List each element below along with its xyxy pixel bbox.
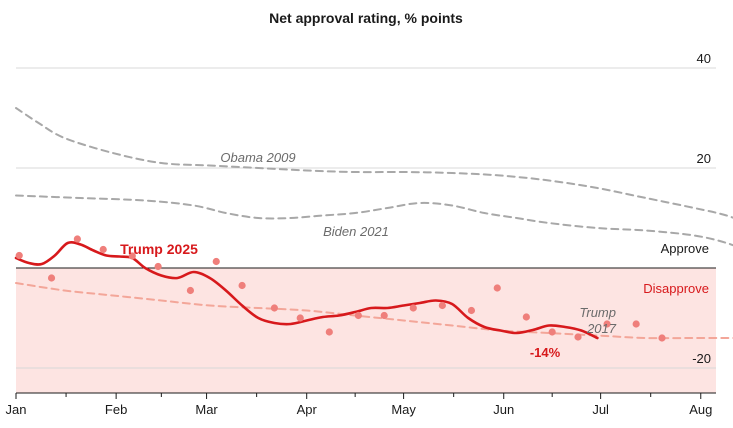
poll-point	[522, 313, 530, 321]
poll-point	[467, 306, 476, 315]
obama-2009-label: Obama 2009	[220, 150, 295, 165]
poll-point	[270, 304, 278, 312]
trump-2017-line	[15, 282, 733, 340]
labels: Obama 2009 Biden 2021 Trump 2017 Trump 2025 -…	[120, 150, 617, 360]
series-lines	[14, 107, 733, 340]
biden-2021-line	[15, 194, 733, 247]
label-line: 2017	[586, 321, 617, 336]
disapprove-label: Disapprove	[643, 281, 709, 296]
poll-point	[493, 284, 501, 292]
x-tick-label: Apr	[297, 402, 318, 417]
month-ticks: Jan Feb Mar Apr May Jun Jul Aug	[6, 392, 716, 417]
poll-point	[238, 281, 246, 290]
x-tick-label: Aug	[689, 402, 712, 417]
obama-2009-line	[15, 107, 733, 219]
poll-point	[548, 328, 556, 336]
x-tick-label: Jul	[592, 402, 609, 417]
poll-point	[603, 320, 611, 328]
poll-point	[658, 334, 666, 342]
poll-point	[73, 235, 81, 243]
poll-point	[154, 262, 162, 271]
x-tick-label: Jan	[6, 402, 27, 417]
poll-point	[296, 314, 304, 322]
trump-2025-line	[14, 241, 599, 340]
x-tick-label: Feb	[105, 402, 127, 417]
poll-points	[15, 235, 666, 342]
poll-point	[438, 301, 446, 310]
disapprove-zone	[16, 268, 716, 393]
biden-2021-label: Biden 2021	[323, 224, 389, 239]
trump-2017-label: Trump 2017	[579, 305, 616, 336]
poll-point	[186, 286, 195, 295]
poll-point	[15, 251, 23, 260]
chart-title: Net approval rating, % points	[269, 10, 463, 26]
trump-2025-label: Trump 2025	[120, 241, 198, 257]
trump-2025-end-label: -14%	[530, 345, 561, 360]
poll-point	[409, 304, 417, 312]
label-line: Trump	[579, 305, 616, 320]
poll-point	[632, 320, 640, 328]
poll-point	[574, 333, 582, 341]
y-tick-label: 20	[697, 151, 711, 166]
poll-point	[354, 311, 362, 320]
poll-point	[99, 245, 107, 254]
gridlines: 40 20 -20	[16, 51, 716, 369]
approve-label: Approve	[661, 241, 709, 256]
poll-point	[212, 257, 220, 266]
poll-point	[380, 311, 388, 320]
x-tick-label: May	[391, 402, 416, 417]
poll-point	[325, 328, 333, 336]
poll-point	[47, 274, 56, 282]
y-tick-label: -20	[692, 351, 711, 366]
x-tick-label: Mar	[195, 402, 218, 417]
x-tick-label: Jun	[493, 402, 514, 417]
y-tick-label: 40	[697, 51, 711, 66]
poll-point	[128, 252, 136, 260]
